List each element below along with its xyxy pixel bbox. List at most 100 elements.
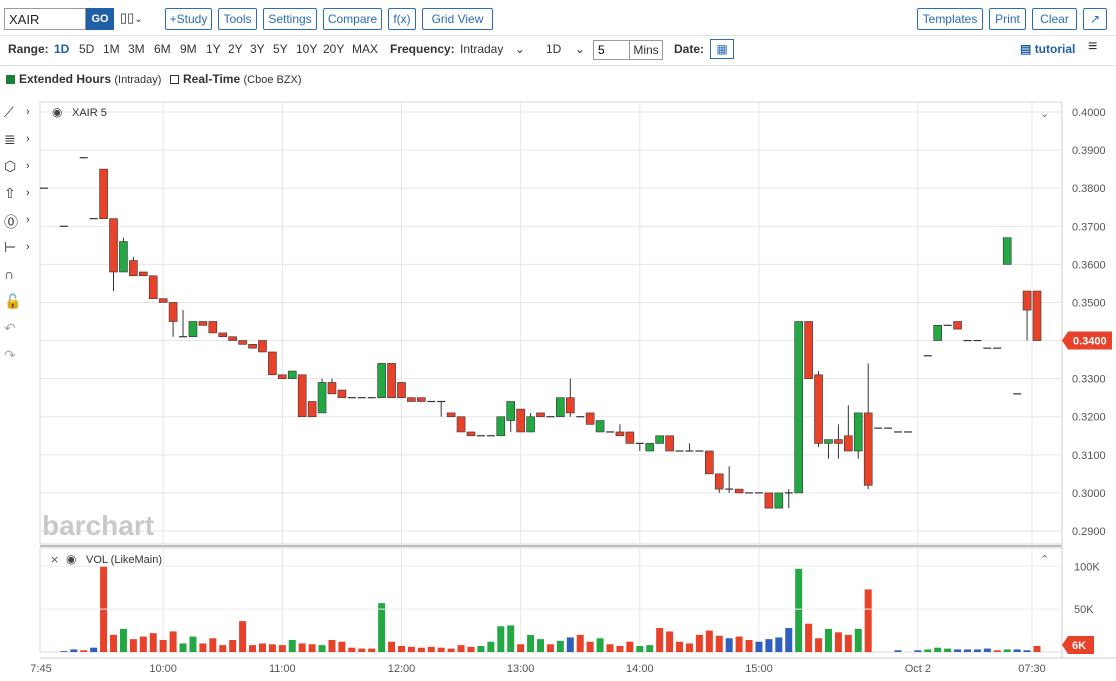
symbol-input[interactable]: [4, 8, 86, 30]
range-3y[interactable]: 3Y: [250, 42, 265, 56]
close-icon[interactable]: ×: [50, 553, 59, 566]
volume-bar: [229, 640, 237, 652]
hamburger-menu-icon[interactable]: ≡: [1088, 38, 1098, 55]
volume-bar: [427, 646, 435, 652]
realtime-label: Real-Time: [183, 72, 241, 86]
annotation-tool-icon[interactable]: ⓪ ›: [4, 214, 30, 230]
price-axis-tick: 0.3200: [1072, 412, 1106, 424]
time-axis-tick: 10:00: [149, 663, 177, 675]
range-2y[interactable]: 2Y: [228, 42, 243, 56]
range-5d[interactable]: 5D: [79, 42, 95, 56]
trendline-tool-icon[interactable]: ⟋ ›: [4, 104, 30, 120]
volume-bar: [894, 650, 902, 652]
candle-body: [407, 397, 416, 402]
range-1m[interactable]: 1M: [103, 42, 120, 56]
lock-tool-icon[interactable]: 🔓: [4, 293, 22, 309]
volume-bar: [606, 644, 614, 652]
interval-select[interactable]: 1D ⌄: [546, 42, 585, 56]
arrow-tool-icon[interactable]: ⇧ ›: [4, 185, 30, 201]
range-3m[interactable]: 3M: [128, 42, 145, 56]
price-axis-tick: 0.3100: [1072, 450, 1106, 462]
candle-body: [258, 340, 267, 353]
volume-bar: [368, 648, 376, 652]
chevron-up-icon[interactable]: ⌃: [1040, 553, 1049, 566]
volume-bar: [785, 628, 793, 652]
candle-body: [248, 344, 257, 349]
candle-body: [168, 302, 178, 322]
volume-bar: [954, 649, 962, 652]
range-max[interactable]: MAX: [352, 42, 379, 56]
range-9m[interactable]: 9M: [180, 42, 197, 56]
candle-body: [198, 321, 208, 326]
legend-real-time[interactable]: Real-Time (Cboe BZX): [170, 72, 302, 86]
tools-button[interactable]: Tools: [218, 8, 257, 30]
range-1y[interactable]: 1Y: [206, 42, 221, 56]
price-axis-tick: 0.3800: [1072, 183, 1106, 195]
candle-body: [615, 431, 625, 437]
clear-button[interactable]: Clear: [1032, 8, 1077, 30]
last-price-tag: [1062, 331, 1112, 350]
study-button[interactable]: +Study: [165, 8, 212, 30]
function-button[interactable]: f(x): [388, 8, 416, 30]
frequency-select[interactable]: Intraday ⌄: [460, 42, 525, 56]
price-axis-tick: 0.4000: [1072, 107, 1106, 119]
magnet-tool-icon[interactable]: ∩: [4, 266, 15, 282]
candle-body: [218, 332, 228, 338]
volume-bar: [507, 625, 515, 652]
volume-bar: [318, 645, 326, 652]
volume-bar: [735, 636, 743, 652]
minutes-unit: Mins: [629, 40, 663, 60]
volume-bar: [1013, 649, 1021, 652]
candle-body: [863, 412, 873, 486]
extended-label: Extended Hours: [19, 72, 112, 86]
templates-button[interactable]: Templates: [917, 8, 983, 30]
volume-bar: [566, 637, 574, 652]
settings-button[interactable]: Settings: [263, 8, 317, 30]
print-button[interactable]: Print: [989, 8, 1026, 30]
time-axis-tick: 11:00: [269, 663, 296, 675]
fibonacci-tool-icon[interactable]: ≣ ›: [4, 131, 30, 147]
legend-extended-hours[interactable]: Extended Hours (Intraday): [6, 72, 161, 86]
candle-body: [645, 443, 655, 452]
range-10y[interactable]: 10Y: [296, 42, 318, 56]
checkbox-empty-icon: [170, 75, 179, 84]
chevron-down-icon[interactable]: ⌄: [1040, 107, 1049, 120]
calendar-icon[interactable]: ▦: [710, 39, 734, 59]
volume-bar: [169, 631, 177, 652]
redo-icon[interactable]: ↷: [4, 347, 16, 363]
volume-bar: [616, 646, 624, 652]
chevron-right-icon: ›: [26, 214, 30, 226]
go-button[interactable]: GO: [86, 8, 114, 30]
last-volume-tag: [1062, 636, 1094, 654]
expand-arrow-icon[interactable]: ↗: [1083, 8, 1107, 30]
volume-bar: [487, 641, 495, 652]
volume-bar: [179, 643, 187, 652]
candle-body: [278, 374, 287, 379]
volume-axis-tick: 50K: [1074, 604, 1094, 616]
tutorial-link[interactable]: ▤ tutorial: [1020, 42, 1075, 56]
measure-tool-icon[interactable]: ⊢ ›: [4, 239, 30, 255]
time-axis-tick: 12:00: [388, 663, 416, 675]
volume-bar: [298, 643, 306, 652]
undo-icon[interactable]: ↶: [4, 320, 16, 336]
chevron-right-icon: ›: [26, 241, 30, 253]
range-bar: [0, 36, 1116, 66]
chart-type-selector[interactable]: ▯▯⌄: [120, 10, 143, 26]
volume-bar: [676, 641, 684, 652]
price-axis-tick: 0.3300: [1072, 374, 1106, 386]
grid-view-button[interactable]: Grid View: [422, 8, 493, 30]
range-6m[interactable]: 6M: [154, 42, 171, 56]
compare-button[interactable]: Compare: [323, 8, 382, 30]
eye-icon[interactable]: ◉: [66, 552, 76, 566]
volume-bar: [308, 644, 316, 652]
candle-body: [1022, 290, 1032, 311]
eye-icon[interactable]: ◉: [52, 105, 62, 119]
volume-bar: [388, 641, 396, 652]
time-axis-tick: 13:00: [507, 663, 535, 675]
date-label: Date:: [674, 42, 705, 56]
shape-tool-icon[interactable]: ⬡ ›: [4, 158, 30, 174]
range-20y[interactable]: 20Y: [323, 42, 345, 56]
range-5y[interactable]: 5Y: [273, 42, 288, 56]
range-1d[interactable]: 1D: [54, 42, 70, 56]
